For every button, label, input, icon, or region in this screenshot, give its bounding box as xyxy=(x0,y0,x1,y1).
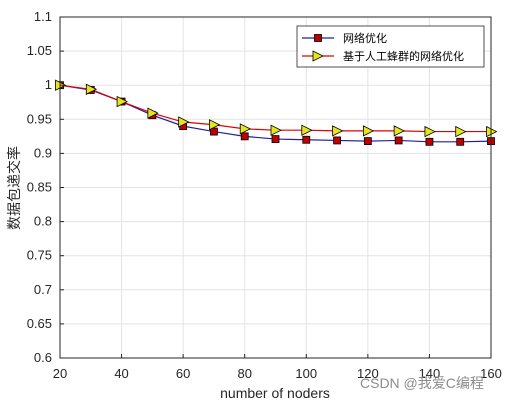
data-point-series-2 xyxy=(178,116,190,128)
x-tick-label: 60 xyxy=(176,366,190,381)
y-tick-label: 1.1 xyxy=(34,9,52,24)
data-point-series-2 xyxy=(239,123,252,135)
y-tick-label: 0.8 xyxy=(34,214,52,229)
y-tick-label: 1 xyxy=(45,77,52,92)
legend: 网络优化 基于人工蜂群的网络优化 xyxy=(296,25,485,68)
data-point-series-1 xyxy=(210,127,218,136)
data-point-series-2 xyxy=(209,119,221,131)
x-tick-label: 100 xyxy=(295,366,317,381)
y-tick-label: 0.6 xyxy=(34,350,52,365)
data-point-series-2 xyxy=(116,95,128,108)
data-point-series-1 xyxy=(333,136,341,145)
data-point-series-1 xyxy=(271,135,280,143)
data-point-series-2 xyxy=(85,83,98,95)
data-point-series-2 xyxy=(424,125,436,138)
y-tick-label: 0.65 xyxy=(27,316,52,331)
data-point-series-1 xyxy=(394,136,403,145)
y-tick-label: 0.95 xyxy=(27,111,52,126)
data-point-series-1 xyxy=(240,132,249,141)
x-tick-label: 120 xyxy=(357,366,379,381)
data-point-series-2 xyxy=(393,125,406,137)
x-axis-title: number of noders xyxy=(220,385,330,401)
x-tick-label: 40 xyxy=(114,366,128,381)
y-tick-label: 1.05 xyxy=(27,43,52,58)
legend-marker-series-1 xyxy=(314,34,322,42)
series-layer xyxy=(55,79,498,146)
y-tick-label: 0.7 xyxy=(34,282,52,297)
x-tick-label: 140 xyxy=(419,366,441,381)
x-tick-label: 20 xyxy=(53,366,67,381)
y-axis-title: 数据包递交率 xyxy=(6,146,22,230)
data-point-series-1 xyxy=(425,137,434,146)
data-point-series-1 xyxy=(302,135,311,144)
data-point-series-2 xyxy=(301,124,313,136)
data-point-series-2 xyxy=(147,107,159,119)
data-point-series-2 xyxy=(270,124,282,136)
legend-label-series-2: 基于人工蜂群的网络优化 xyxy=(343,49,464,63)
axis-ticks: 20 40 60 80 100 120 140 160 0.6 0.65 0.7 0.75 0.8 0.8… xyxy=(27,9,502,381)
data-point-series-1 xyxy=(456,137,465,146)
data-point-series-2 xyxy=(362,125,375,137)
legend-box xyxy=(296,25,485,68)
y-tick-label: 0.85 xyxy=(27,180,52,195)
legend-marker-series-2 xyxy=(312,50,324,62)
data-point-series-1 xyxy=(363,137,372,146)
legend-label-series-1: 网络优化 xyxy=(343,31,387,45)
y-tick-label: 0.9 xyxy=(34,145,52,160)
x-tick-label: 80 xyxy=(237,366,251,381)
data-point-series-2 xyxy=(332,125,344,137)
watermark: CSDN @我爱C编程 xyxy=(360,375,484,391)
x-tick-label: 160 xyxy=(480,366,502,381)
y-tick-label: 0.75 xyxy=(27,248,52,263)
data-point-series-2 xyxy=(455,125,467,138)
